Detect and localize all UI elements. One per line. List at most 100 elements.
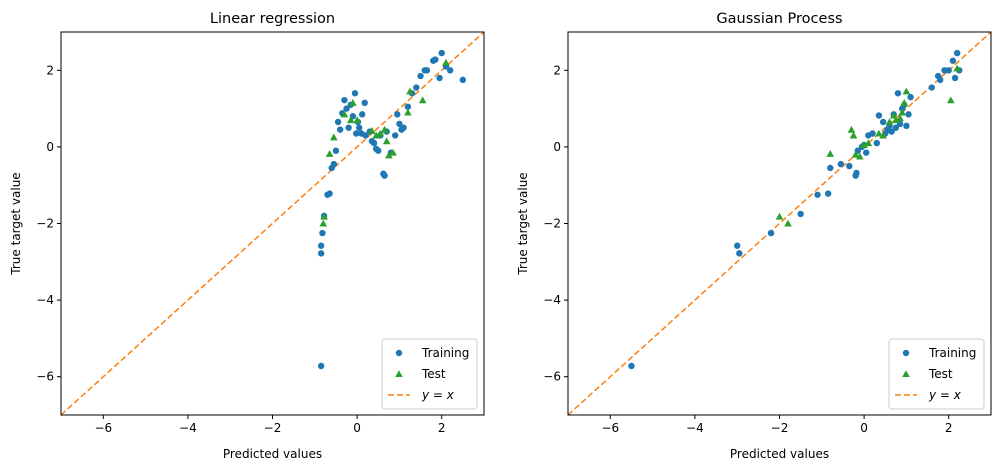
test-point <box>892 116 900 124</box>
test-point <box>368 127 376 134</box>
identity-line <box>568 32 991 415</box>
test-point <box>879 131 887 139</box>
y-tick-label: 2 <box>553 63 561 77</box>
legend-box <box>888 338 985 410</box>
y-ticks: −6 −4 −2 0 2 <box>36 63 61 384</box>
y-tick-label: −4 <box>543 293 561 307</box>
test-point <box>947 96 955 104</box>
training-point <box>343 105 350 112</box>
training-point <box>628 362 635 370</box>
plot-area <box>568 32 991 415</box>
training-point <box>879 118 887 126</box>
training-point <box>332 147 340 154</box>
y-axis-label: True target value <box>9 172 23 275</box>
training-point <box>827 164 834 172</box>
test-point <box>896 114 904 122</box>
test-point <box>784 219 792 227</box>
training-point <box>432 56 439 63</box>
chart-title: Gaussian Process <box>716 11 842 27</box>
x-tick-label: −6 <box>94 421 112 435</box>
training-point <box>459 76 467 84</box>
x-tick-label: 0 <box>353 421 361 435</box>
legend-test-marker <box>395 370 403 378</box>
training-point <box>317 362 325 370</box>
y-tick-label: −6 <box>36 370 54 384</box>
legend-test-marker <box>902 370 910 378</box>
training-point <box>863 149 870 156</box>
training-point <box>903 122 910 130</box>
training-point <box>423 67 431 74</box>
training-point <box>341 96 348 104</box>
training-point <box>736 250 743 257</box>
test-point <box>902 87 911 95</box>
test-point <box>418 96 427 104</box>
training-point <box>317 242 325 249</box>
training-point <box>846 162 853 170</box>
x-tick-label: 2 <box>438 421 446 435</box>
x-tick-label: 0 <box>860 421 868 435</box>
y-tick-label: −4 <box>36 293 54 307</box>
test-point <box>856 152 864 160</box>
y-tick-label: 2 <box>46 63 54 77</box>
test-point <box>885 118 894 126</box>
test-point <box>406 87 414 95</box>
training-point <box>356 124 363 131</box>
training-point <box>330 160 338 168</box>
training-point <box>797 210 804 218</box>
training-point <box>907 93 914 101</box>
legend: Training Test y = x <box>381 338 478 410</box>
y-tick-label: 0 <box>553 140 561 154</box>
training-point <box>446 67 454 74</box>
legend-box <box>381 338 478 410</box>
x-tick-label: −4 <box>179 421 197 435</box>
x-tick-label: −6 <box>601 421 619 435</box>
training-point <box>824 190 832 197</box>
training-point <box>351 90 359 97</box>
test-point <box>860 141 868 149</box>
training-point <box>949 57 957 64</box>
test-point <box>826 149 835 157</box>
training-point <box>394 111 401 118</box>
test-point <box>372 131 380 139</box>
training-point <box>400 124 407 131</box>
training-point <box>905 111 912 118</box>
y-tick-label: 0 <box>46 140 54 154</box>
test-point <box>380 125 389 133</box>
legend-identity-label: y = x <box>928 388 962 402</box>
test-point <box>875 129 883 137</box>
x-axis-label: Predicted values <box>730 447 829 461</box>
panel-gaussian-process: −6 −4 −2 0 2 −6 −4 −2 0 2 Gaussian Process Predi… <box>516 11 992 461</box>
chart-title: Linear regression <box>210 11 335 27</box>
x-tick-label: −2 <box>771 421 789 435</box>
x-axis-label: Predicted values <box>223 447 322 461</box>
y-tick-label: −2 <box>36 217 54 231</box>
training-point <box>361 99 368 107</box>
legend-test-label: Test <box>928 367 953 381</box>
training-point <box>381 172 388 179</box>
test-point <box>340 110 349 118</box>
training-point <box>417 72 424 80</box>
training-point <box>413 84 420 91</box>
training-point <box>734 242 741 249</box>
training-point <box>853 169 860 177</box>
training-point <box>928 84 935 91</box>
x-tick-label: −2 <box>264 421 282 435</box>
test-point <box>353 116 361 124</box>
panel-linear-regression: −6 −4 −2 0 2 −6 −4 −2 0 2 Linear regression Pred… <box>9 11 485 461</box>
training-point <box>953 49 961 57</box>
test-point <box>847 125 856 133</box>
training-point <box>837 160 845 168</box>
test-point <box>442 58 450 66</box>
legend-training-marker <box>902 349 910 357</box>
test-point <box>953 64 961 72</box>
training-point <box>894 90 902 97</box>
training-point <box>869 130 876 137</box>
legend-training-label: Training <box>928 346 976 360</box>
legend: Training Test y = x <box>888 338 985 410</box>
y-tick-label: −6 <box>543 370 561 384</box>
test-point <box>404 108 412 116</box>
training-point <box>319 229 326 237</box>
training-point <box>353 130 360 137</box>
training-point <box>436 74 443 82</box>
training-point <box>873 139 880 147</box>
